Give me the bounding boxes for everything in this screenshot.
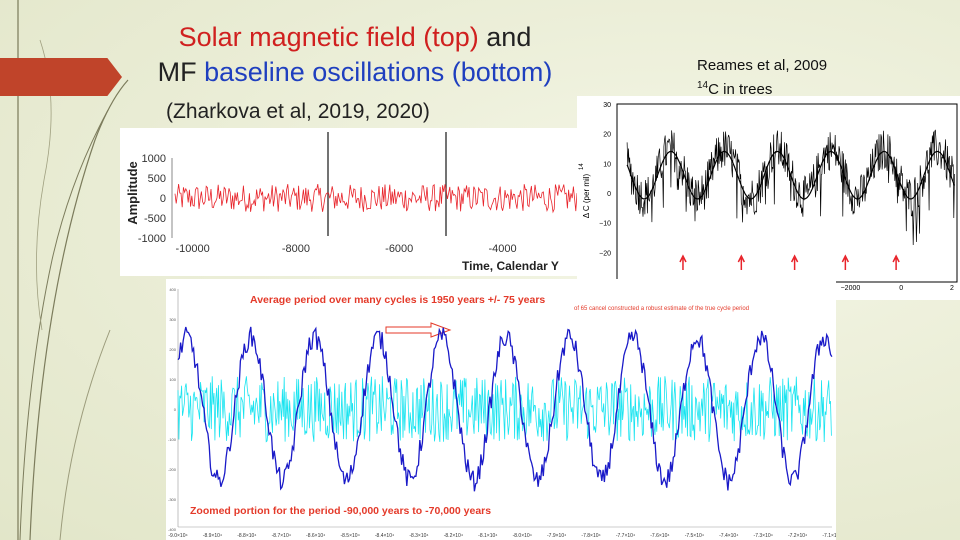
baseline-xtick-label: -8.9×10⁴	[203, 533, 222, 539]
cyan-series-line	[177, 376, 832, 443]
c14-xtick-label: 0	[899, 285, 903, 292]
baseline-chart: Average period over many cycles is 1950 …	[168, 287, 836, 539]
amplitude-xtick-label: -10000	[176, 243, 210, 255]
baseline-xtick-label: -8.6×10⁴	[306, 533, 325, 539]
ref-line2: C in trees	[708, 81, 773, 98]
amplitude-chart-panel: Amplitude 1000 500 0 -500 -1000 -10000 -8000 -…	[120, 128, 580, 276]
c14-ytick-label: −20	[599, 250, 611, 257]
c14-xtick-label: −2000	[841, 285, 861, 292]
citation: (Zharkova et al, 2019, 2020)	[166, 100, 430, 123]
amplitude-xlabel: Time, Calendar Y	[462, 259, 559, 273]
baseline-annotation-top-right: of 65 cancel constructed a robust estima…	[574, 306, 749, 312]
baseline-xtick-label: -7.2×10⁴	[788, 533, 807, 539]
baseline-ytick-label: -300	[168, 497, 177, 502]
c14-ytick-label: 0	[607, 191, 611, 198]
amplitude-ytick-label: 1000	[142, 153, 166, 165]
baseline-ytick-label: 100	[169, 377, 176, 382]
title-rest-part: and	[478, 22, 532, 52]
red-series-line	[174, 183, 580, 214]
baseline-xtick-label: -8.5×10⁴	[340, 533, 359, 539]
red-arrow-icon	[790, 254, 799, 270]
baseline-xtick-label: -7.6×10⁴	[650, 533, 669, 539]
red-arrow-icon	[841, 254, 850, 270]
amplitude-ylabel: Amplitude	[125, 161, 140, 225]
baseline-xtick-label: -7.8×10⁴	[581, 533, 600, 539]
baseline-ytick-label: -400	[168, 527, 177, 532]
c14-data-curve	[626, 129, 955, 246]
title-line2-prefix: MF	[157, 57, 205, 87]
ref-line1: Reames et al, 2009	[697, 57, 828, 74]
baseline-xtick-label: -8.8×10⁴	[237, 533, 256, 539]
baseline-xtick-label: -7.1×10⁴	[822, 533, 836, 539]
baseline-xtick-label: -9.0×10⁴	[168, 533, 187, 539]
amplitude-xtick-label: -6000	[385, 243, 413, 255]
c14-xtick-label: 2	[950, 285, 954, 292]
ref-superscript: 14	[697, 80, 709, 91]
baseline-xtick-label: -7.7×10⁴	[616, 533, 635, 539]
amplitude-ytick-label: 500	[148, 173, 166, 185]
baseline-annotation-top: Average period over many cycles is 1950 …	[250, 294, 545, 306]
c14-ytick-label: −10	[599, 221, 611, 228]
slide-title: Solar magnetic field (top) and MF baseli…	[120, 20, 590, 90]
amplitude-ytick-label: 0	[160, 193, 166, 205]
baseline-xtick-label: -8.3×10⁴	[409, 533, 428, 539]
baseline-xtick-label: -8.0×10⁴	[513, 533, 532, 539]
c14-ytick-label: 10	[603, 161, 611, 168]
baseline-xtick-label: -7.3×10⁴	[754, 533, 773, 539]
baseline-ytick-label: -100	[168, 437, 177, 442]
baseline-annotation-bottom: Zoomed portion for the period -90,000 ye…	[190, 505, 491, 517]
title-blue-part: baseline oscillations (bottom)	[204, 57, 553, 87]
reference-text: Reames et al, 2009 14C in trees	[697, 56, 827, 100]
baseline-xtick-label: -8.4×10⁴	[375, 533, 394, 539]
amplitude-ytick-label: -500	[144, 213, 166, 225]
c14-plot-frame	[616, 103, 958, 283]
c14-ylabel: Δ C (per mil)	[582, 173, 591, 218]
baseline-ytick-label: 200	[169, 347, 176, 352]
accent-arrow-tab	[0, 58, 122, 96]
amplitude-ytick-label: -1000	[138, 233, 166, 245]
baseline-ytick-label: -200	[168, 467, 177, 472]
baseline-ytick-label: 300	[169, 317, 176, 322]
red-arrow-icon	[892, 254, 900, 270]
baseline-xtick-label: -7.5×10⁴	[685, 533, 704, 539]
baseline-xtick-label: -8.2×10⁴	[444, 533, 463, 539]
baseline-ytick-label: 0	[174, 407, 177, 412]
baseline-xtick-label: -7.4×10⁴	[719, 533, 738, 539]
baseline-chart-panel: Average period over many cycles is 1950 …	[166, 279, 836, 540]
c14-ylabel-sup: 14	[579, 163, 585, 170]
amplitude-xtick-label: -8000	[282, 243, 310, 255]
baseline-ytick-label: 400	[169, 287, 176, 292]
baseline-xtick-label: -7.9×10⁴	[547, 533, 566, 539]
amplitude-chart: Amplitude 1000 500 0 -500 -1000 -10000 -8000 -…	[125, 132, 580, 273]
red-arrow-icon	[737, 254, 745, 270]
baseline-xtick-label: -8.1×10⁴	[478, 533, 497, 539]
amplitude-xtick-label: -4000	[488, 243, 516, 255]
baseline-xtick-label: -8.7×10⁴	[272, 533, 291, 539]
red-arrow-icon	[679, 254, 687, 270]
title-red-part: Solar magnetic field (top)	[178, 22, 479, 52]
c14-ytick-label: 30	[603, 102, 611, 109]
c14-ytick-label: 20	[603, 132, 611, 139]
blue-series-line	[177, 326, 833, 492]
